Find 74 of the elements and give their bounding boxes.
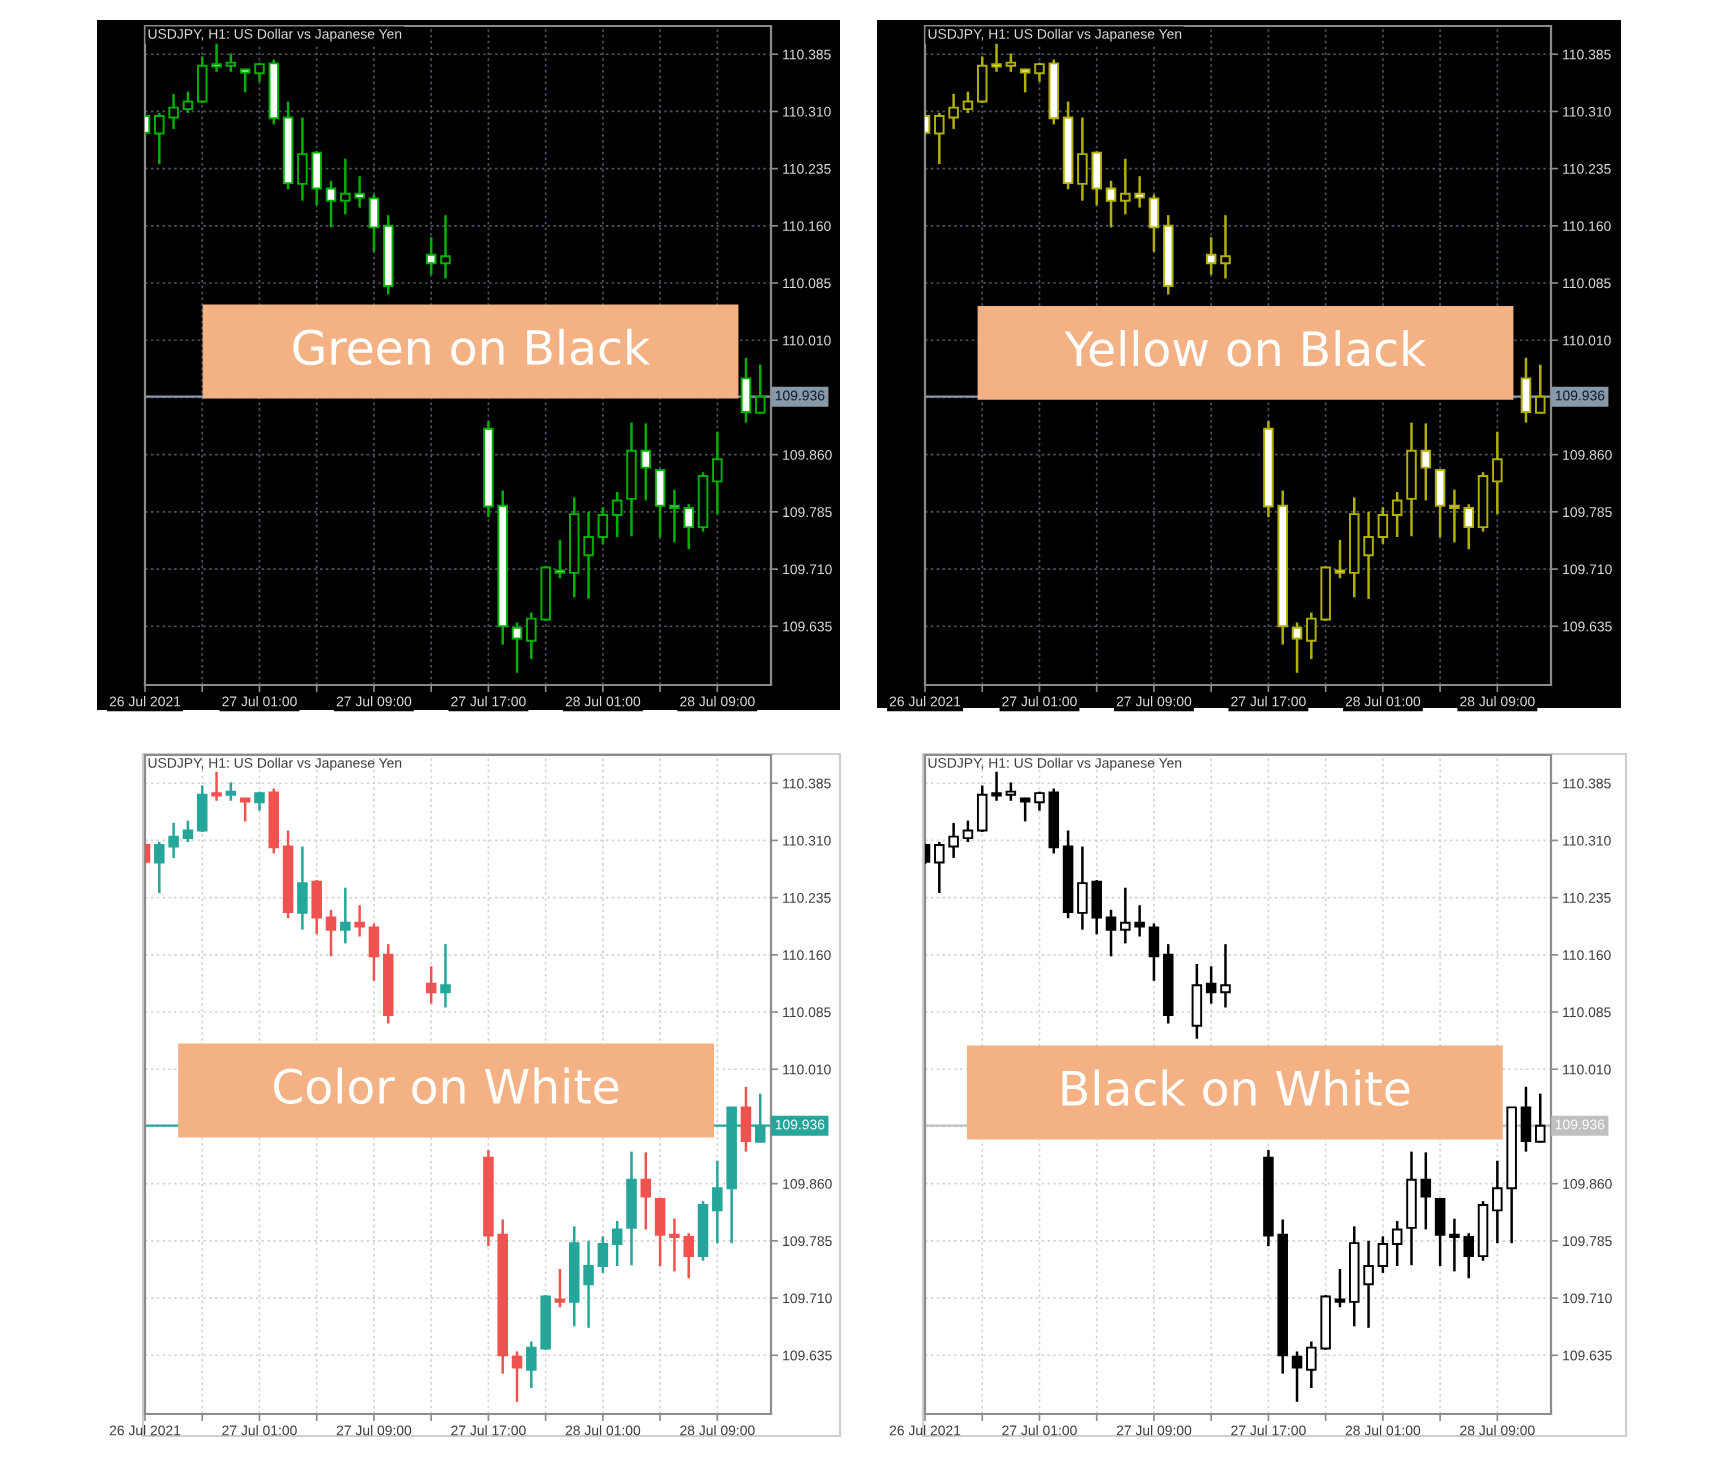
candlestick — [1005, 781, 1017, 803]
candlestick — [425, 236, 437, 276]
candlestick — [225, 781, 237, 803]
candlestick — [311, 878, 322, 936]
candlestick — [740, 356, 752, 424]
candlestick — [712, 430, 723, 516]
candlestick — [325, 908, 337, 958]
candlestick — [976, 55, 988, 105]
candlestick — [1191, 962, 1203, 1040]
candlestick — [1105, 179, 1117, 229]
candlestick — [1492, 430, 1503, 516]
candlestick — [654, 1196, 666, 1268]
candlestick — [1148, 922, 1160, 983]
candlestick — [368, 193, 380, 254]
candlestick — [740, 1085, 752, 1153]
candlestick — [1377, 506, 1389, 546]
candlestick — [962, 819, 974, 844]
candlestick — [1535, 363, 1546, 415]
candlestick — [1377, 1235, 1389, 1275]
candlestick — [340, 886, 351, 945]
candlestick — [368, 922, 380, 983]
candlestick — [1420, 422, 1432, 502]
candlestick — [1291, 1350, 1303, 1404]
candlestick — [1220, 213, 1231, 280]
candlestick — [1334, 1267, 1346, 1309]
candlestick — [991, 770, 1002, 803]
candlestick — [297, 845, 308, 931]
candlestick — [1520, 356, 1532, 424]
candlestick — [640, 422, 652, 502]
annotation: Black on White — [1062, 1069, 1410, 1107]
candlestick — [196, 55, 208, 105]
candlestick — [1535, 1092, 1546, 1144]
candlestick — [1220, 942, 1231, 1009]
candlestick — [1434, 1196, 1446, 1268]
annotation: Green on Black — [293, 328, 651, 366]
candlestick — [1420, 1151, 1432, 1231]
candlestick — [354, 904, 365, 938]
candlestick — [1391, 1219, 1403, 1268]
candlestick — [1105, 908, 1117, 958]
candlestick — [1391, 490, 1403, 539]
candlestick — [1291, 621, 1303, 675]
candlestick — [440, 942, 451, 1009]
candlestick — [511, 621, 523, 675]
candlestick — [640, 1151, 652, 1231]
candlestick — [962, 90, 974, 115]
candlestick — [991, 41, 1002, 74]
candlestick — [554, 1267, 566, 1309]
candlestick — [1520, 1085, 1532, 1153]
candlestick — [325, 179, 337, 229]
candlestick — [1334, 538, 1346, 580]
candlestick — [611, 490, 623, 539]
candlestick — [1434, 467, 1446, 539]
candlestick — [1148, 193, 1160, 254]
candlestick — [211, 41, 222, 74]
candlestick — [440, 213, 451, 280]
candlestick — [511, 1350, 523, 1404]
candlestick — [597, 506, 609, 546]
annotation: Yellow on Black — [1064, 330, 1427, 367]
candlestick — [1205, 965, 1217, 1005]
candlestick — [211, 770, 222, 803]
candlestick — [1005, 52, 1017, 74]
candlestick — [425, 965, 437, 1005]
candlestick — [182, 819, 194, 844]
candlestick — [597, 1235, 609, 1275]
candlestick — [976, 784, 988, 834]
candlestick — [755, 363, 766, 415]
candlestick — [196, 784, 208, 834]
candlestick — [182, 90, 194, 115]
candlestick — [611, 1219, 623, 1268]
candlestick — [654, 467, 666, 539]
candlestick — [554, 538, 566, 580]
annotation: Color on White — [274, 1067, 619, 1105]
candlestick — [225, 52, 237, 74]
candlestick — [1205, 236, 1217, 276]
